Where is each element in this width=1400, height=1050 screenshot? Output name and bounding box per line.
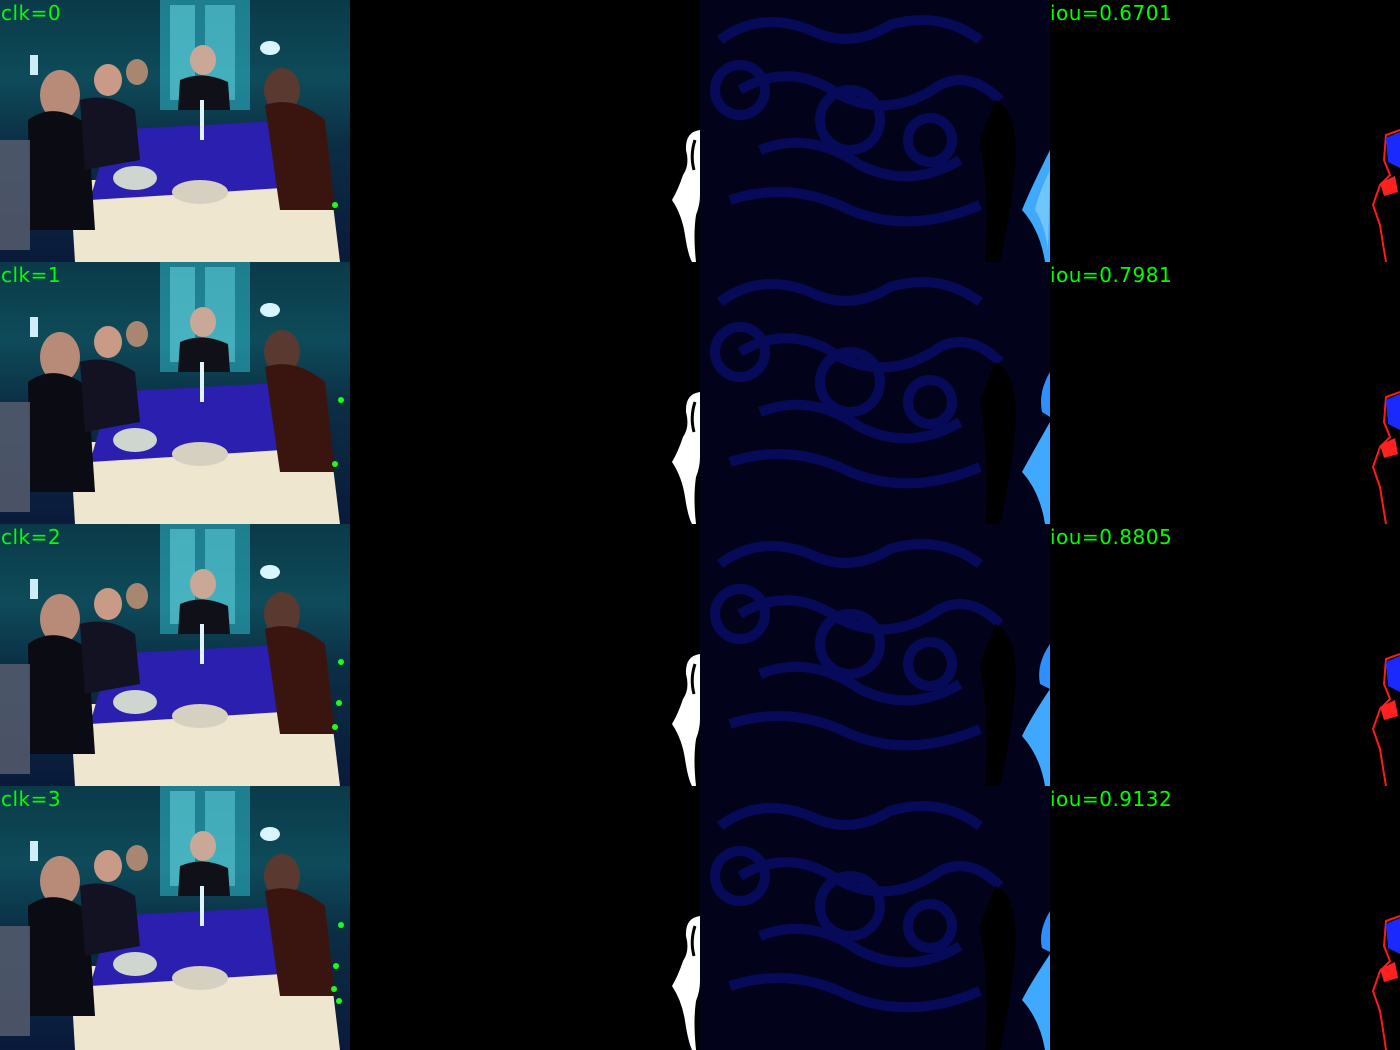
result-row-2: clk=2 iou=0.880: [0, 524, 1400, 786]
probability-map-panel: [700, 0, 1050, 262]
iou-score-label: iou=0.6701: [1050, 1, 1173, 25]
dinner-party-photo: [0, 262, 340, 524]
probability-map-panel: [700, 786, 1050, 1050]
probability-heatmap: [710, 15, 1050, 262]
iou-score-label: iou=0.9132: [1050, 787, 1173, 811]
result-row-0: clk=0 iou=0.670: [0, 0, 1400, 262]
input-photo-panel: clk=3: [0, 786, 350, 1050]
predicted-mask-panel: [350, 524, 700, 786]
click-point-icon: [332, 724, 338, 730]
click-point-icon: [333, 963, 339, 969]
input-photo-panel: clk=1: [0, 262, 350, 524]
iou-score-label: iou=0.7981: [1050, 263, 1173, 287]
binary-mask-shape: [672, 130, 700, 262]
probability-map-panel: [700, 262, 1050, 524]
groundtruth-overlay: [1371, 129, 1400, 262]
overlay-panel: iou=0.7981: [1050, 262, 1400, 524]
dinner-party-photo: [0, 786, 340, 1050]
dinner-party-photo: [0, 0, 340, 262]
binary-mask-shape: [672, 392, 700, 524]
overlay-panel: iou=0.6701: [1050, 0, 1400, 262]
result-row-1: clk=1 iou=0.798: [0, 262, 1400, 524]
click-point-icon: [336, 700, 342, 706]
probability-heatmap: [710, 539, 1050, 786]
click-count-label: clk=2: [1, 525, 62, 549]
click-point-icon: [338, 659, 344, 665]
probability-heatmap: [710, 277, 1050, 524]
groundtruth-overlay: [1371, 653, 1400, 786]
click-point-icon: [331, 986, 337, 992]
iou-score-label: iou=0.8805: [1050, 525, 1173, 549]
click-point-icon: [332, 461, 338, 467]
click-count-label: clk=0: [1, 1, 62, 25]
predicted-mask-panel: [350, 262, 700, 524]
overlay-panel: iou=0.8805: [1050, 524, 1400, 786]
click-count-label: clk=1: [1, 263, 62, 287]
predicted-mask-panel: [350, 786, 700, 1050]
probability-heatmap: [710, 801, 1050, 1050]
click-point-icon: [336, 998, 342, 1004]
groundtruth-overlay: [1371, 391, 1400, 524]
binary-mask-shape: [672, 916, 700, 1050]
probability-map-panel: [700, 524, 1050, 786]
click-point-icon: [332, 202, 338, 208]
binary-mask-shape: [672, 654, 700, 786]
result-row-3: clk=3 iou=0.913: [0, 786, 1400, 1050]
click-point-icon: [338, 397, 344, 403]
predicted-mask-panel: [350, 0, 700, 262]
input-photo-panel: clk=0: [0, 0, 350, 262]
click-count-label: clk=3: [1, 787, 62, 811]
dinner-party-photo: [0, 524, 340, 786]
groundtruth-overlay: [1371, 915, 1400, 1050]
click-point-icon: [338, 922, 344, 928]
overlay-panel: iou=0.9132: [1050, 786, 1400, 1050]
input-photo-panel: clk=2: [0, 524, 350, 786]
